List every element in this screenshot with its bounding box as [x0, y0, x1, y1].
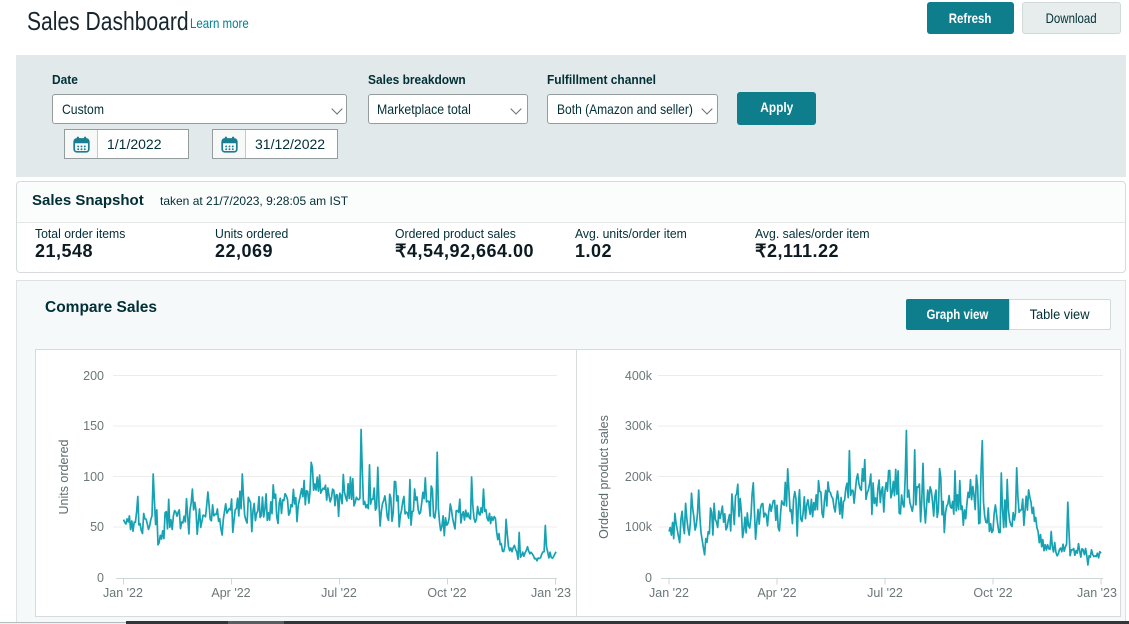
svg-text:Apr '22: Apr '22	[211, 586, 250, 600]
svg-text:Apr '22: Apr '22	[757, 586, 796, 600]
svg-text:Jul '22: Jul '22	[867, 586, 903, 600]
svg-text:300k: 300k	[625, 419, 653, 433]
svg-text:Units ordered: Units ordered	[57, 439, 71, 514]
svg-text:200k: 200k	[625, 470, 653, 484]
svg-text:100k: 100k	[625, 520, 653, 534]
svg-text:Jan '22: Jan '22	[649, 586, 689, 600]
svg-text:Jan '22: Jan '22	[103, 586, 143, 600]
svg-text:Oct '22: Oct '22	[427, 586, 466, 600]
svg-text:50: 50	[90, 520, 104, 534]
svg-text:150: 150	[83, 419, 104, 433]
svg-text:200: 200	[83, 369, 104, 383]
svg-text:100: 100	[83, 470, 104, 484]
svg-text:0: 0	[97, 571, 104, 585]
svg-text:Jan '23: Jan '23	[1077, 586, 1117, 600]
svg-text:Oct '22: Oct '22	[973, 586, 1012, 600]
svg-text:Jul '22: Jul '22	[321, 586, 357, 600]
svg-text:Ordered product sales: Ordered product sales	[597, 415, 611, 539]
svg-text:400k: 400k	[625, 369, 653, 383]
svg-text:Jan '23: Jan '23	[531, 586, 571, 600]
svg-text:0: 0	[645, 571, 652, 585]
